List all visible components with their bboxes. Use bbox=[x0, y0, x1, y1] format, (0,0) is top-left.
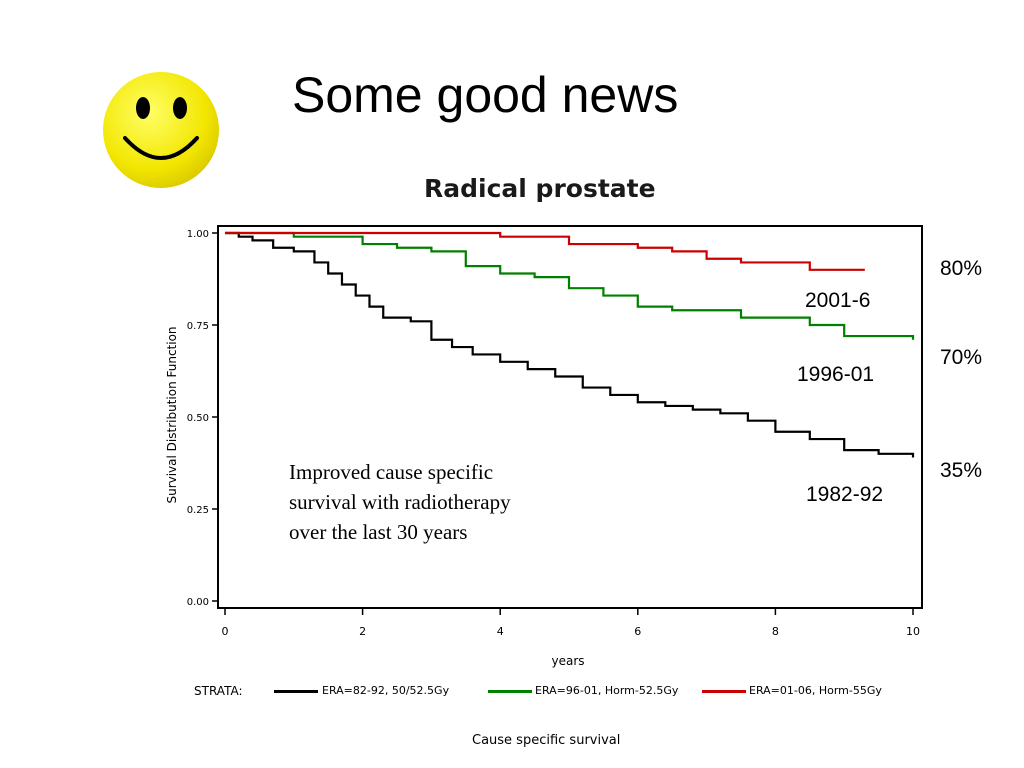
series-line-2 bbox=[225, 231, 865, 271]
legend-swatch-01-06 bbox=[702, 690, 746, 693]
legend-swatch-82-92 bbox=[274, 690, 318, 693]
slide-title: Some good news bbox=[292, 67, 679, 123]
series-label-2001-6: 2001-6 bbox=[805, 289, 871, 312]
x-tick-label: 6 bbox=[634, 625, 641, 638]
legend-entry-01-06: ERA=01-06, Horm-55Gy bbox=[749, 684, 882, 697]
y-axis-label: Survival Distribution Function bbox=[165, 326, 179, 503]
annotation-line: over the last 30 years bbox=[289, 520, 468, 544]
x-tick-label: 4 bbox=[497, 625, 504, 638]
annotation-text: Improved cause specific survival with ra… bbox=[289, 457, 511, 547]
y-tick-label: 1.00 bbox=[187, 229, 209, 240]
percent-label-2001-6: 80% bbox=[940, 257, 983, 280]
y-tick-label: 0.50 bbox=[187, 413, 209, 424]
annotation-line: Improved cause specific bbox=[289, 460, 494, 484]
y-tick-label: 0.25 bbox=[187, 505, 209, 516]
series-line-1 bbox=[225, 231, 915, 340]
legend-title: STRATA: bbox=[194, 684, 243, 698]
legend-entry-96-01: ERA=96-01, Horm-52.5Gy bbox=[535, 684, 679, 697]
series-label-1996-01: 1996-01 bbox=[797, 363, 875, 386]
slide-caption: Cause specific survival bbox=[472, 733, 621, 748]
x-tick-label: 10 bbox=[906, 625, 920, 638]
percent-label-1982-92: 35% bbox=[940, 459, 983, 482]
x-tick-label: 2 bbox=[359, 625, 366, 638]
legend-entry-82-92: ERA=82-92, 50/52.5Gy bbox=[322, 684, 450, 697]
x-tick-label: 0 bbox=[222, 625, 229, 638]
x-axis-label: years bbox=[551, 654, 584, 668]
chart-title: Radical prostate bbox=[424, 174, 656, 203]
legend-swatch-96-01 bbox=[488, 690, 532, 693]
series-label-1982-92: 1982-92 bbox=[806, 483, 884, 506]
y-tick-label: 0.75 bbox=[187, 321, 209, 332]
y-tick-label: 0.00 bbox=[187, 597, 209, 608]
percent-label-1996-01: 70% bbox=[940, 346, 983, 369]
smiley-face-icon bbox=[103, 72, 219, 188]
annotation-line: survival with radiotherapy bbox=[289, 490, 511, 514]
series-line-0 bbox=[225, 231, 915, 458]
x-tick-label: 8 bbox=[772, 625, 779, 638]
